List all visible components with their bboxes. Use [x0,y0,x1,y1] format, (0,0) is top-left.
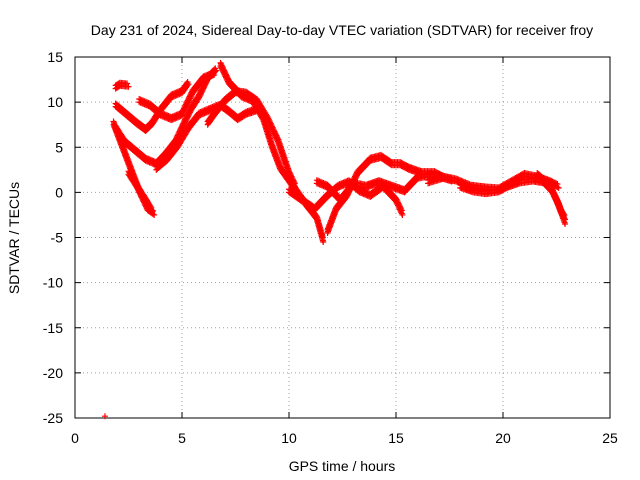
y-tick-label: -10 [43,275,63,291]
data-point [185,81,192,88]
x-tick-label: 15 [388,430,404,446]
data-point [148,204,155,211]
x-axis-label: GPS time / hours [289,458,396,474]
series-arc-6 [136,69,218,124]
data-point [562,216,569,223]
data-point [149,209,156,216]
series-arc-2 [112,79,132,92]
data-point [387,158,394,165]
y-axis-label: SDTVAR / TECUs [6,182,22,294]
data-point [393,195,399,202]
data-point [268,121,275,128]
y-tick-label: -5 [51,230,64,246]
y-tick-label: 15 [47,49,63,65]
data-point [272,129,279,136]
data-point [397,204,404,211]
data-point [269,124,276,131]
data-point [101,413,108,420]
y-tick-label: -15 [43,320,63,336]
data-point [398,206,405,213]
data-point [552,193,559,200]
data-point [267,120,274,127]
x-tick-label: 25 [602,430,618,446]
data-point [561,212,568,219]
y-tick-label: -20 [43,365,63,381]
data-point [269,123,276,130]
series-arc-15 [534,169,569,223]
data-point [259,112,266,119]
series-arc-5 [125,168,156,216]
y-tick-label: 5 [55,139,63,155]
data-point [399,211,406,218]
data-point [274,133,281,140]
data-point [396,203,403,210]
chart-title: Day 231 of 2024, Sidereal Day-to-day VTE… [91,22,593,38]
data-point [286,168,292,175]
data-point [393,196,400,203]
data-point [272,131,279,138]
y-tick-label: -25 [43,410,63,426]
x-axis: 0 5 10 15 20 25 [71,57,618,446]
data-point [270,125,277,132]
data-point [270,127,277,134]
data-point [320,239,327,246]
y-tick-label: 10 [47,94,63,110]
data-point [211,72,218,79]
x-tick-label: 0 [71,430,79,446]
data-series [101,59,569,420]
data-point [124,80,131,87]
x-tick-label: 5 [178,430,186,446]
series-isolated [101,413,108,420]
data-point [395,200,402,207]
data-point [554,181,561,188]
x-tick-label: 20 [495,430,511,446]
data-point [396,202,403,209]
data-point [553,180,560,187]
data-point [394,197,401,204]
y-tick-label: 0 [55,184,63,200]
y-axis: -25 -20 -15 -10 -5 0 5 10 15 [43,49,610,426]
data-point [398,207,405,214]
data-point [560,210,567,217]
data-point [273,132,280,139]
x-tick-label: 10 [281,430,297,446]
data-point [394,199,401,206]
data-point [274,135,281,142]
data-point [271,128,278,135]
data-point [555,184,562,191]
series-arc-10 [286,177,406,218]
data-point [147,203,154,210]
grid-lines [75,57,610,418]
data-point [125,83,132,90]
data-point [213,67,220,74]
